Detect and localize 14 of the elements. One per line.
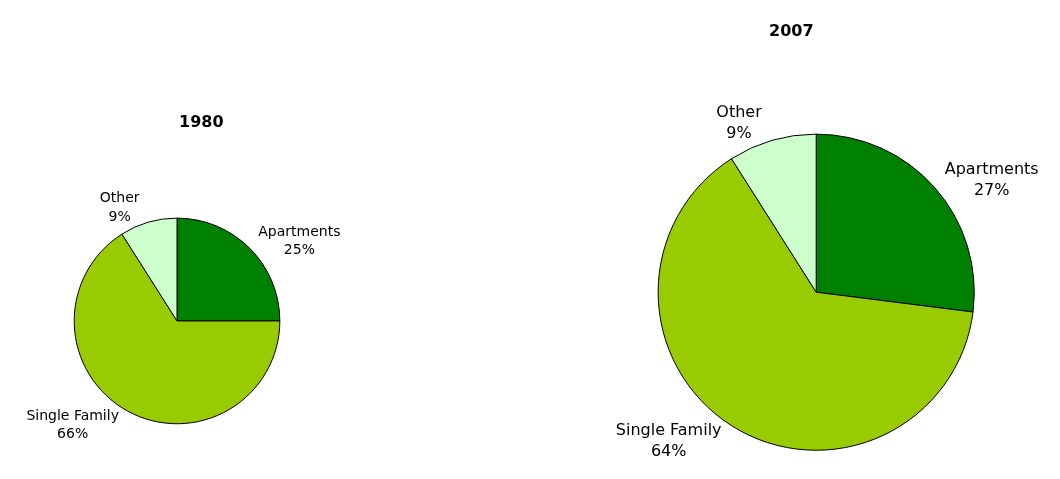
data-label: 27% [973, 179, 1010, 199]
data-label: 66% [57, 425, 89, 442]
data-label: 9% [726, 122, 752, 142]
slice-label: Apartments [944, 159, 1039, 179]
slice-label: Other [716, 102, 763, 122]
chart-title: 2007 [769, 21, 814, 40]
chart-title: 1980 [179, 112, 224, 131]
slice-label: Single Family [615, 419, 722, 439]
data-label: 64% [650, 440, 687, 460]
data-label: 25% [283, 240, 315, 257]
slice-label: Other [99, 189, 140, 206]
data-label: 9% [108, 207, 131, 224]
slice-label: Apartments [258, 222, 341, 239]
slice-label: Single Family [26, 407, 119, 424]
